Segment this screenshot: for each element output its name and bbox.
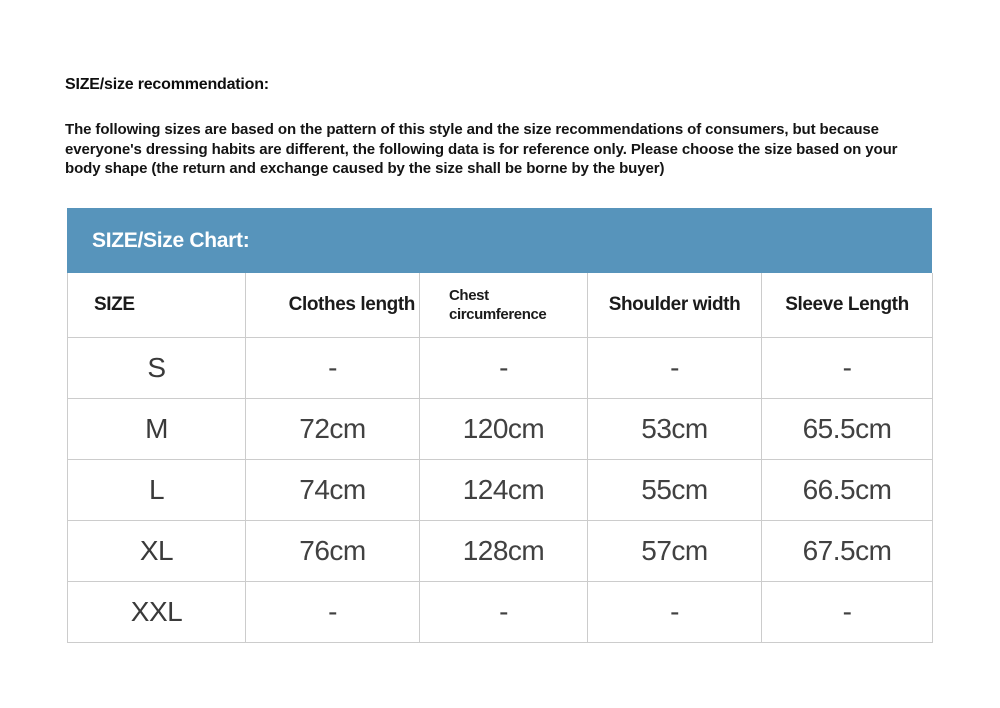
table-cell: - <box>587 580 762 643</box>
table-row-l: L 74cm 124cm 55cm 66.5cm <box>67 458 933 521</box>
table-cell: 72cm <box>245 397 420 460</box>
size-recommendation-body: The following sizes are based on the pat… <box>65 121 898 177</box>
column-header-chest-circumference: Chest circumference <box>419 273 588 338</box>
table-cell: 74cm <box>245 458 420 521</box>
table-cell: - <box>245 336 420 399</box>
size-cell: XXL <box>67 580 246 643</box>
table-cell: - <box>419 336 588 399</box>
size-table-header-row: SIZE Clothes length Chest circumference … <box>67 273 933 338</box>
table-cell: 57cm <box>587 519 762 582</box>
table-row-s: S - - - - <box>67 336 933 399</box>
table-cell: 76cm <box>245 519 420 582</box>
column-header-chest-circumference-label: Chest circumference <box>449 286 547 323</box>
size-recommendation-title: SIZE/size recommendation: <box>65 76 269 93</box>
table-row-xxl: XXL - - - - <box>67 580 933 643</box>
size-chart-banner: SIZE/Size Chart: <box>67 208 932 273</box>
table-cell: 66.5cm <box>761 458 933 521</box>
size-chart-section: SIZE/Size Chart: SIZE Clothes length Che… <box>67 208 933 643</box>
table-cell: - <box>245 580 420 643</box>
table-cell: 67.5cm <box>761 519 933 582</box>
size-cell: XL <box>67 519 246 582</box>
column-header-size: SIZE <box>67 273 246 338</box>
table-cell: 55cm <box>587 458 762 521</box>
column-header-clothes-length: Clothes length <box>245 273 420 338</box>
table-row-m: M 72cm 120cm 53cm 65.5cm <box>67 397 933 460</box>
size-chart-banner-title: SIZE/Size Chart: <box>92 228 250 252</box>
column-header-shoulder-width: Shoulder width <box>587 273 762 338</box>
size-cell: M <box>67 397 246 460</box>
size-cell: S <box>67 336 246 399</box>
table-cell: 120cm <box>419 397 588 460</box>
size-table: SIZE Clothes length Chest circumference … <box>67 273 933 643</box>
size-cell: L <box>67 458 246 521</box>
table-cell: 128cm <box>419 519 588 582</box>
table-row-xl: XL 76cm 128cm 57cm 67.5cm <box>67 519 933 582</box>
table-cell: 65.5cm <box>761 397 933 460</box>
table-cell: - <box>587 336 762 399</box>
table-cell: - <box>419 580 588 643</box>
table-cell: 53cm <box>587 397 762 460</box>
table-cell: - <box>761 580 933 643</box>
column-header-sleeve-length: Sleeve Length <box>761 273 933 338</box>
table-cell: 124cm <box>419 458 588 521</box>
table-cell: - <box>761 336 933 399</box>
